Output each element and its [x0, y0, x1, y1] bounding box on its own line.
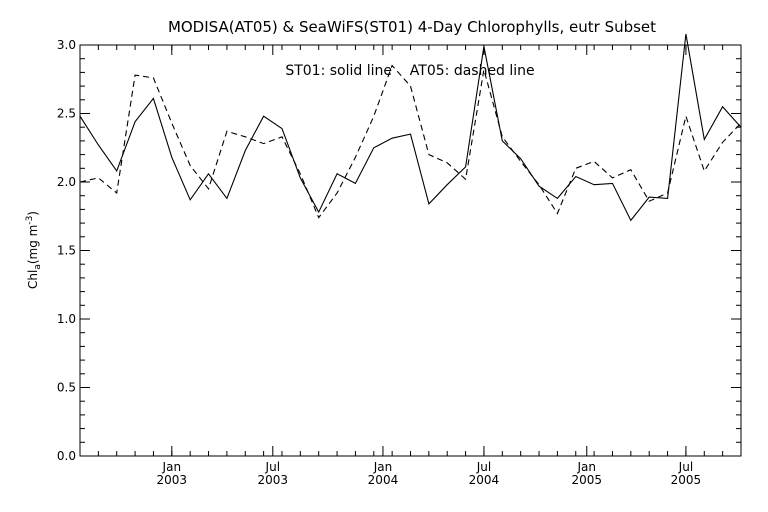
series-layer — [79, 33, 742, 222]
series-line-st01 — [79, 33, 742, 222]
y-tick-label: 0.0 — [57, 449, 76, 463]
x-tick-year: 2005 — [571, 473, 602, 487]
plot-frame — [79, 44, 742, 457]
x-axis: Jan2003Jul2003Jan2004Jul2004Jan2005Jul20… — [97, 45, 724, 487]
y-tick-label: 1.0 — [57, 312, 76, 326]
y-axis-label: Chla(mg m-3) — [25, 211, 43, 289]
legend-annotation: ST01: solid line AT05: dashed line — [285, 63, 534, 79]
x-tick-month: Jan — [373, 460, 393, 474]
chart-title: MODISA(AT05) & SeaWiFS(ST01) 4-Day Chlor… — [168, 18, 656, 36]
y-tick-label: 1.5 — [57, 244, 76, 258]
x-tick-year: 2003 — [258, 473, 289, 487]
y-tick-label: 2.0 — [57, 175, 76, 189]
y-tick-label: 0.5 — [57, 381, 76, 395]
y-axis: 0.0 0.5 1.0 1.5 2.0 2.5 3.0 — [57, 38, 741, 463]
x-tick-year: 2003 — [157, 473, 188, 487]
x-tick-month: Jul — [476, 460, 491, 474]
x-tick-year: 2004 — [469, 473, 500, 487]
y-tick-label: 2.5 — [57, 107, 76, 121]
x-tick-month: Jan — [162, 460, 182, 474]
x-tick-month: Jan — [577, 460, 597, 474]
x-tick-month: Jul — [678, 460, 693, 474]
series-line-at05 — [79, 64, 742, 219]
x-tick-year: 2004 — [368, 473, 399, 487]
y-tick-label: 3.0 — [57, 38, 76, 52]
x-tick-month: Jul — [265, 460, 280, 474]
x-tick-year: 2005 — [671, 473, 702, 487]
